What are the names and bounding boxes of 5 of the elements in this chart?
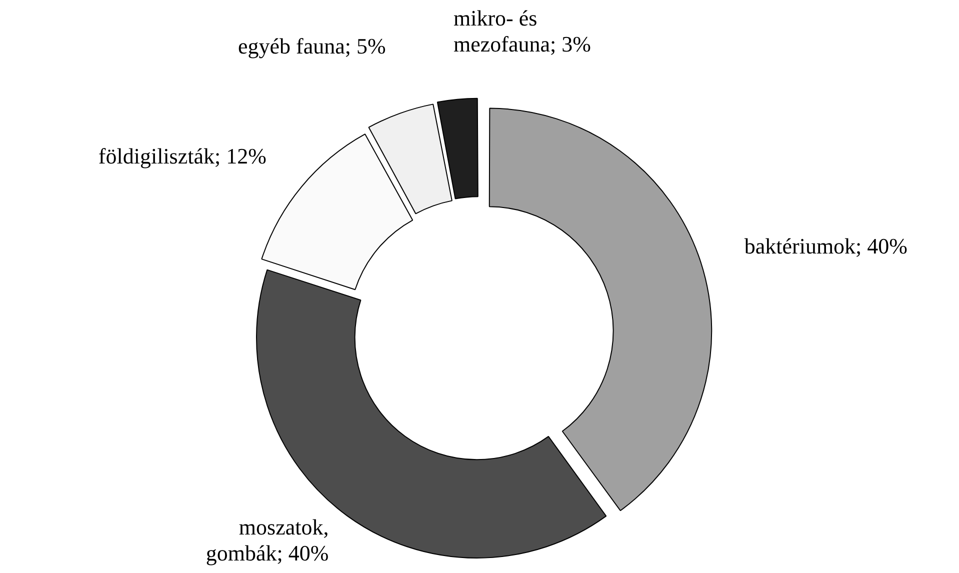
slice-label: baktériumok; 40% [744, 234, 908, 259]
slice-label: mikro- és mezofauna; 3% [453, 6, 591, 57]
slice-label: egyéb fauna; 5% [238, 34, 386, 59]
slice-label: földigiliszták; 12% [98, 144, 266, 169]
slice-label: moszatok, gombák; 40% [206, 514, 329, 566]
